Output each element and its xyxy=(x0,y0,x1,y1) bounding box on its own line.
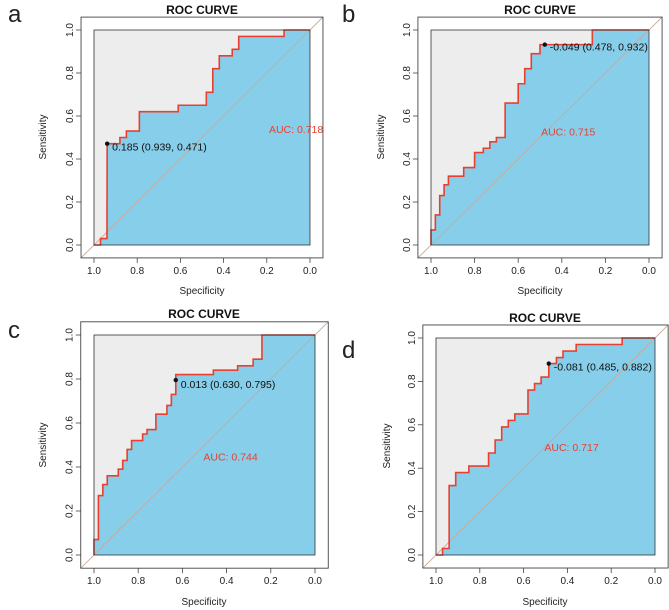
roc-curve-line xyxy=(93,334,315,555)
roc-curve-line xyxy=(430,29,649,245)
y-tick-label: 1.0 xyxy=(65,328,76,342)
roc-panel-b: b ROC CURVE 1.0 0.8 0.6 0.4 0.2 0.0 0.0 0.2 0.4 0.6… xyxy=(342,1,663,297)
x-tick-label: 1.0 xyxy=(429,576,443,587)
chart-title: ROC CURVE xyxy=(168,307,240,321)
threshold-point xyxy=(546,361,551,366)
x-tick-label: 0.6 xyxy=(173,266,187,277)
y-tick-label: 0.0 xyxy=(65,548,76,562)
y-tick-label: 1.0 xyxy=(65,23,76,37)
x-tick-label: 0.4 xyxy=(220,576,234,587)
x-tick-label: 0.0 xyxy=(303,266,317,277)
x-tick-label: 1.0 xyxy=(424,266,438,277)
roc-panel-a: a ROC CURVE 1.0 0.8 0.6 0.4 0.2 0.0 0.0 0.2 0.4 0.6… xyxy=(8,1,324,297)
x-tick-label: 0.8 xyxy=(468,266,482,277)
y-tick-label: 0.8 xyxy=(65,372,76,386)
x-tick-label: 0.8 xyxy=(130,266,144,277)
panel-letter: d xyxy=(342,337,355,364)
x-tick-label: 0.6 xyxy=(517,576,531,587)
y-axis-label: Sensitivity xyxy=(376,114,387,159)
y-tick-label: 0.4 xyxy=(407,461,418,475)
axes-box xyxy=(422,324,669,569)
axes-box xyxy=(80,16,324,259)
threshold-annotation: -0.081 (0.485, 0.882) xyxy=(554,362,652,374)
threshold-annotation: 0.013 (0.630, 0.795) xyxy=(181,379,276,391)
chart-title: ROC CURVE xyxy=(166,3,238,17)
auc-label: AUC: 0.744 xyxy=(203,451,257,463)
x-tick-label: 0.8 xyxy=(473,576,487,587)
y-tick-label: 0.8 xyxy=(65,66,76,80)
threshold-point xyxy=(542,42,547,47)
x-tick-label: 0.4 xyxy=(217,266,231,277)
plot-frame xyxy=(93,29,311,246)
threshold-point xyxy=(173,377,178,383)
x-axis-label: Specificity xyxy=(517,286,562,297)
y-tick-label: 0.4 xyxy=(402,152,413,166)
chart-title: ROC CURVE xyxy=(509,311,581,325)
x-tick-label: 0.2 xyxy=(604,576,618,587)
roc-panel-d: d ROC CURVE 1.0 0.8 0.6 0.4 0.2 0.0 0.0 0.2 0.4 0.6… xyxy=(342,311,669,608)
panel-letter: b xyxy=(342,1,355,28)
y-tick-label: 0.2 xyxy=(402,195,413,209)
y-tick-label: 0.4 xyxy=(65,460,76,474)
x-tick-label: 1.0 xyxy=(87,266,101,277)
y-axis-label: Sensitivity xyxy=(382,423,393,468)
auc-label: AUC: 0.718 xyxy=(269,124,323,136)
x-tick-label: 0.6 xyxy=(511,266,525,277)
y-tick-label: 1.0 xyxy=(402,23,413,37)
x-axis-label: Specificity xyxy=(522,597,567,608)
panel-letter: c xyxy=(8,317,20,344)
y-axis-label: Sensitivity xyxy=(38,114,49,159)
y-tick-label: 0.2 xyxy=(65,504,76,518)
axes-box xyxy=(417,16,663,259)
auc-label: AUC: 0.715 xyxy=(541,126,595,138)
panel-letter: a xyxy=(8,1,22,28)
y-tick-label: 0.0 xyxy=(407,548,418,562)
y-tick-label: 0.8 xyxy=(407,374,418,388)
y-tick-label: 0.6 xyxy=(402,109,413,123)
y-tick-label: 1.0 xyxy=(407,331,418,345)
plot-frame xyxy=(93,334,316,556)
threshold-annotation: -0.049 (0.478, 0.932) xyxy=(550,42,648,54)
x-tick-label: 0.0 xyxy=(648,576,662,587)
roc-curve-line xyxy=(436,337,655,556)
x-tick-label: 0.4 xyxy=(555,266,569,277)
y-tick-label: 0.8 xyxy=(402,66,413,80)
x-tick-label: 0.8 xyxy=(131,576,145,587)
diagonal-reference-line xyxy=(80,321,329,569)
auc-label: AUC: 0.717 xyxy=(544,442,598,454)
y-tick-label: 0.6 xyxy=(65,109,76,123)
x-tick-label: 0.2 xyxy=(264,576,278,587)
y-tick-label: 0.6 xyxy=(65,416,76,430)
plot-frame xyxy=(435,337,656,556)
y-tick-label: 0.6 xyxy=(407,417,418,431)
x-tick-label: 1.0 xyxy=(87,576,101,587)
diagonal-reference-line xyxy=(417,16,663,259)
y-tick-label: 0.4 xyxy=(65,152,76,166)
x-tick-label: 0.2 xyxy=(598,266,612,277)
x-tick-label: 0.2 xyxy=(260,266,274,277)
y-tick-label: 0.0 xyxy=(402,238,413,252)
plot-frame xyxy=(430,29,650,246)
diagonal-reference-line xyxy=(422,324,669,569)
diagonal-reference-line xyxy=(80,16,324,259)
y-tick-label: 0.2 xyxy=(65,195,76,209)
threshold-annotation: 0.185 (0.939, 0.471) xyxy=(112,142,207,154)
x-axis-label: Specificity xyxy=(181,597,226,608)
chart-title: ROC CURVE xyxy=(504,3,576,17)
y-axis-label: Sensitivity xyxy=(38,422,49,467)
x-tick-label: 0.0 xyxy=(642,266,656,277)
y-tick-label: 0.2 xyxy=(407,504,418,518)
x-tick-label: 0.6 xyxy=(175,576,189,587)
axes-box xyxy=(80,321,329,569)
x-tick-label: 0.4 xyxy=(560,576,574,587)
x-tick-label: 0.0 xyxy=(308,576,322,587)
threshold-point xyxy=(104,141,110,146)
x-axis-label: Specificity xyxy=(179,286,224,297)
roc-panel-c: c ROC CURVE 1.0 0.8 0.6 0.4 0.2 0.0 0.0 0.2 0.4 0.6… xyxy=(8,307,329,608)
y-tick-label: 0.0 xyxy=(65,238,76,252)
